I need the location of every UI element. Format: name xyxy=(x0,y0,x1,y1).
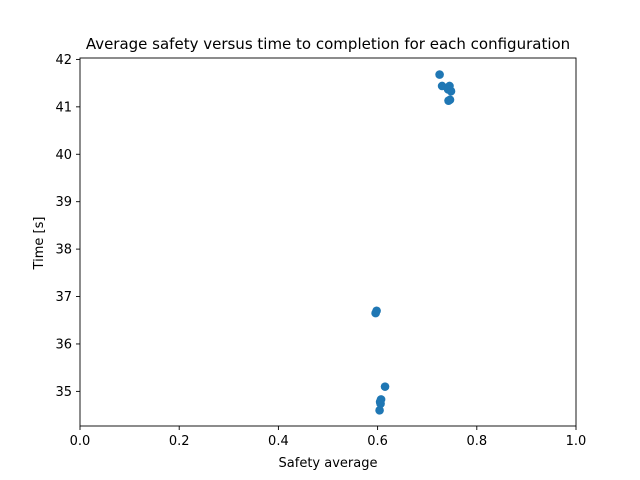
axes-frame xyxy=(79,57,577,427)
x-tick-label: 1.0 xyxy=(566,434,587,449)
plot-area: 0.0 0.2 0.4 0.6 0.8 1.0 35 36 37 38 39 40 41 42 xyxy=(55,53,586,449)
y-tick-label: 39 xyxy=(55,195,72,210)
y-tick-label: 38 xyxy=(55,243,72,258)
data-point xyxy=(444,96,453,105)
y-tick-label: 37 xyxy=(55,290,72,305)
data-point xyxy=(371,308,380,318)
chart-title: Average safety versus time to completion… xyxy=(86,35,570,53)
x-tick-label: 0.0 xyxy=(70,434,91,449)
y-tick-label: 42 xyxy=(55,53,72,68)
data-point xyxy=(376,399,385,409)
data-point xyxy=(380,382,390,391)
y-tick-label: 35 xyxy=(55,385,72,400)
x-tick-label: 0.2 xyxy=(169,434,190,449)
y-tick-label: 41 xyxy=(55,100,72,115)
y-axis-label: Time [s] xyxy=(32,217,47,271)
data-point xyxy=(446,86,456,96)
data-point xyxy=(375,406,384,415)
data-point xyxy=(435,70,444,79)
x-tick-label: 0.8 xyxy=(466,434,487,449)
y-tick-label: 36 xyxy=(55,337,72,352)
x-tick-label: 0.4 xyxy=(268,434,289,449)
x-axis-label: Safety average xyxy=(279,456,378,471)
x-tick-label: 0.6 xyxy=(367,434,388,449)
y-tick-label: 40 xyxy=(55,148,72,163)
